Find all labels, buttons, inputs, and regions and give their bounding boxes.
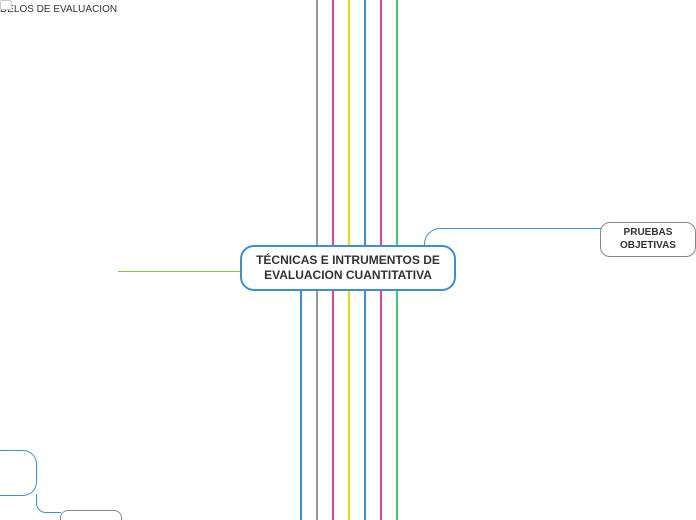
center-node-label: TÉCNICAS E INTRUMENTOS DE EVALUACION CUA… bbox=[256, 253, 440, 282]
mindmap-canvas: TÉCNICAS E INTRUMENTOS DE EVALUACION CUA… bbox=[0, 0, 696, 520]
branch-line-blue-lower bbox=[300, 283, 302, 520]
center-node[interactable]: TÉCNICAS E INTRUMENTOS DE EVALUACION CUA… bbox=[240, 245, 456, 291]
partial-node-blue bbox=[0, 450, 37, 496]
node-label: PRUEBAS OBJETIVAS bbox=[620, 227, 676, 251]
partial-node-grey bbox=[60, 510, 122, 520]
node-pruebas-objetivas[interactable]: PRUEBAS OBJETIVAS bbox=[600, 222, 696, 257]
node-label: DELOS DE EVALUACION bbox=[0, 4, 117, 15]
connector-left bbox=[118, 271, 240, 272]
top-left-handle bbox=[0, 0, 12, 10]
partial-connector-blue bbox=[36, 494, 61, 513]
